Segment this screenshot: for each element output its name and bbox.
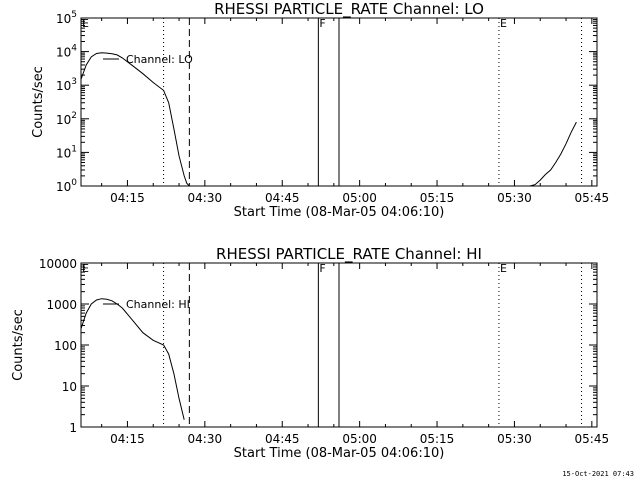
flag-annotation: E (82, 17, 89, 30)
x-tick-label: 05:15 (420, 432, 455, 446)
x-tick-label: 05:45 (575, 432, 610, 446)
chart-panel-2: RHESSI PARTICLE_RATE Channel: HI 04:15 04:… (11, 245, 609, 461)
legend-label: Channel: LO (126, 53, 193, 66)
y-tick-label: 103 (56, 77, 77, 93)
series-line (529, 121, 577, 187)
y-tick-label: 102 (56, 111, 77, 127)
series-line (80, 298, 185, 420)
y-tick-label: 105 (56, 10, 77, 26)
y-tick-label: 1 (69, 421, 77, 435)
x-tick-label: 04:15 (110, 191, 145, 205)
x-tick-label: 04:30 (188, 191, 223, 205)
x-tick-label: 05:30 (497, 191, 532, 205)
y-tick-label: 10000 (39, 257, 77, 271)
series-line (80, 52, 190, 187)
x-tick-label: 05:45 (575, 191, 610, 205)
x-tick-label: 04:15 (110, 432, 145, 446)
y-tick-label: 101 (56, 144, 77, 160)
footer-timestamp: 15-Oct-2021 07:43 (562, 470, 634, 478)
y-tick-label: 104 (56, 44, 77, 60)
chart-title: RHESSI PARTICLE_RATE Channel: HI (216, 245, 482, 264)
x-tick-label: 04:45 (265, 191, 300, 205)
y-tick-label: 1000 (46, 298, 77, 312)
flag-annotation: E (82, 262, 89, 275)
chart-title: RHESSI PARTICLE_RATE Channel: LO (214, 0, 484, 19)
y-tick-label: 100 (54, 339, 77, 353)
x-tick-label: 04:30 (188, 432, 223, 446)
chart-panel-1: RHESSI PARTICLE_RATE Channel: LO 04:15 04:… (31, 0, 609, 220)
flag-annotation: E (500, 17, 507, 30)
x-tick-label: 05:15 (420, 191, 455, 205)
y-axis-label: Counts/sec (11, 309, 26, 381)
y-tick-label: 100 (56, 178, 77, 194)
x-axis-label: Start Time (08-Mar-05 04:06:10) (234, 205, 445, 220)
x-tick-label: 05:30 (497, 432, 532, 446)
y-tick-label: 10 (62, 380, 77, 394)
legend-label: Channel: HI (126, 298, 190, 311)
x-tick-label: 04:45 (265, 432, 300, 446)
flag-annotation: F (319, 262, 325, 275)
flag-annotation: E (500, 262, 507, 275)
x-axis-label: Start Time (08-Mar-05 04:06:10) (234, 446, 445, 461)
flag-annotation: F (319, 17, 325, 30)
x-tick-label: 05:00 (342, 432, 377, 446)
x-tick-label: 05:00 (342, 191, 377, 205)
y-axis-label: Counts/sec (31, 66, 46, 138)
